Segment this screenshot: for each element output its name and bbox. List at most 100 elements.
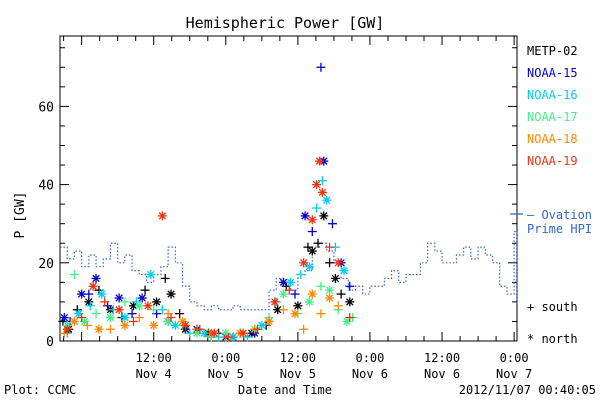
data-point [299, 324, 309, 334]
data-point [290, 309, 300, 319]
data-point [253, 324, 263, 334]
data-point [304, 297, 314, 307]
data-point [333, 258, 343, 268]
data-point [317, 176, 327, 186]
data-point [224, 332, 234, 342]
data-point [97, 289, 107, 299]
data-point [313, 238, 323, 248]
data-point [327, 219, 337, 229]
x-tick-label-date: Nov 6 [424, 367, 460, 381]
data-point [264, 316, 274, 326]
legend-item: NOAA-18 [527, 132, 578, 146]
data-point [91, 273, 101, 283]
data-point [146, 270, 156, 280]
y-axis-label: P [GW] [13, 192, 28, 239]
legend-item: METP-02 [527, 44, 578, 58]
data-point [134, 301, 144, 311]
data-point [127, 309, 137, 319]
y-tick-label: 20 [38, 257, 54, 272]
data-point [345, 313, 355, 323]
legend-marker-south: + south [527, 300, 578, 314]
data-point [316, 62, 326, 72]
data-point [336, 289, 346, 299]
data-point [114, 305, 124, 315]
data-point [149, 305, 159, 315]
chart-title: Hemispheric Power [GW] [186, 14, 385, 32]
data-point [270, 297, 280, 307]
x-tick-label-time: 0:00 [500, 351, 529, 365]
data-point [175, 309, 185, 319]
data-point [307, 227, 317, 237]
data-point [293, 301, 303, 311]
data-point [120, 313, 130, 323]
data-point [314, 156, 324, 166]
data-point [316, 309, 326, 319]
x-tick-label-time: 12:00 [280, 351, 316, 365]
data-point [84, 289, 94, 299]
data-point [62, 324, 72, 334]
data-point [322, 195, 332, 205]
x-tick-label-date: Nov 4 [136, 367, 172, 381]
data-point [299, 258, 309, 268]
data-point [209, 328, 219, 338]
x-tick-label-date: Nov 7 [496, 367, 532, 381]
data-point [88, 281, 98, 291]
data-point [317, 187, 327, 197]
data-point [137, 293, 147, 303]
data-point [296, 270, 306, 280]
data-point [166, 289, 176, 299]
legend-item: NOAA-16 [527, 88, 578, 102]
data-point [105, 324, 115, 334]
data-point [325, 258, 335, 268]
data-point [152, 297, 162, 307]
data-point [330, 273, 340, 283]
x-tick-label-date: Nov 5 [280, 367, 316, 381]
data-point [316, 281, 326, 291]
data-point [278, 305, 288, 315]
data-point [134, 313, 144, 323]
data-point [157, 211, 167, 221]
footer-timestamp: 2012/11/07 00:40:05 [459, 383, 596, 397]
data-point [149, 320, 159, 330]
x-tick-label-time: 12:00 [136, 351, 172, 365]
data-point [278, 289, 288, 299]
data-point [339, 266, 349, 276]
data-point [286, 277, 296, 287]
ovation-series [60, 230, 518, 311]
plot-frame [59, 35, 518, 342]
y-tick-label: 60 [38, 100, 54, 115]
data-point [333, 301, 343, 311]
footer-plot-source: Plot: CCMC [4, 383, 76, 397]
data-point [290, 289, 300, 299]
data-point [238, 328, 248, 338]
data-point [120, 297, 130, 307]
data-point [257, 320, 267, 330]
data-point [120, 320, 130, 330]
y-tick-label: 0 [46, 335, 54, 350]
data-point [160, 273, 170, 283]
data-point [114, 293, 124, 303]
legend-marker-north: * north [527, 332, 578, 346]
x-tick-label-time: 0:00 [355, 351, 384, 365]
data-point [312, 180, 322, 190]
y-tick-label: 40 [38, 179, 54, 194]
data-point [94, 324, 104, 334]
data-point [345, 281, 355, 291]
x-axis-label: Date and Time [238, 383, 332, 397]
data-point [77, 313, 87, 323]
data-point [195, 324, 205, 334]
data-point [312, 203, 322, 213]
y-axis-ticks: 0 20 40 60 [38, 47, 517, 350]
data-point [105, 313, 115, 323]
x-tick-label-time: 0:00 [211, 351, 240, 365]
data-point [307, 289, 317, 299]
data-point [307, 246, 317, 256]
x-tick-label-time: 12:00 [424, 351, 460, 365]
ovation-step-line [60, 230, 518, 311]
data-point [85, 301, 95, 311]
data-point [180, 320, 190, 330]
data-point [59, 313, 69, 323]
data-point [304, 262, 314, 272]
data-point [325, 293, 335, 303]
data-point [178, 316, 188, 326]
